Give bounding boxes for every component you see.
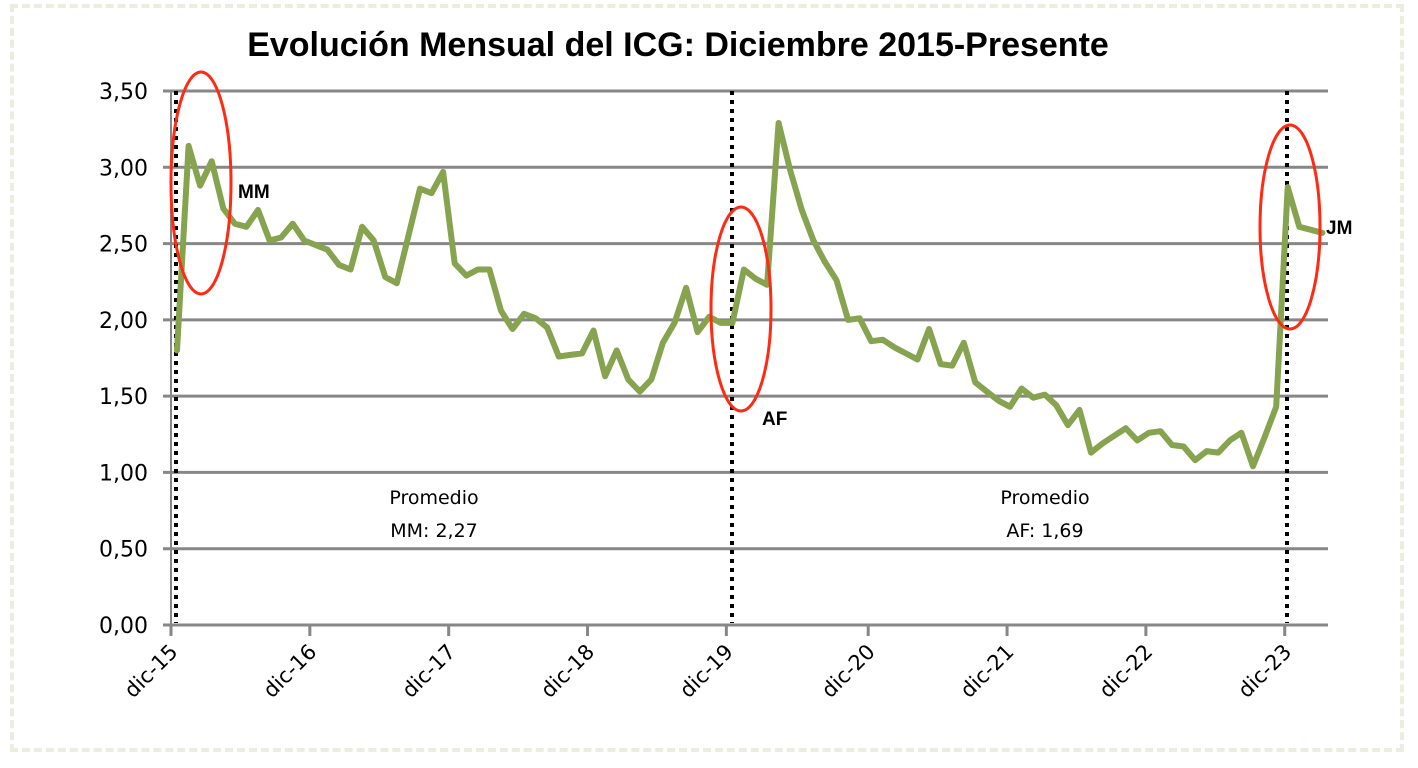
series-group <box>174 120 1326 470</box>
y-axis-ticks: 0,00 0,50 1,00 1,50 2,00 2,50 3,00 3,50 <box>99 80 148 639</box>
x-tick-label: dic-20 <box>817 640 880 703</box>
x-tick-label: dic-18 <box>536 640 599 703</box>
y-tick-label: 0,00 <box>99 614 148 639</box>
annotation-af: AF <box>762 409 787 430</box>
highlight-ellipse-mm <box>169 70 233 296</box>
average-af-value: AF: 1,69 <box>1006 520 1083 542</box>
average-mm-value: MM: 2,27 <box>390 520 478 542</box>
y-tick-label: 0,50 <box>99 538 148 563</box>
y-tick-label: 2,50 <box>99 233 148 258</box>
highlight-ellipse-jm <box>1258 123 1322 331</box>
x-tick-label: dic-15 <box>120 640 183 703</box>
x-tick-label: dic-21 <box>956 640 1019 703</box>
gridlines <box>163 89 1328 627</box>
annotation-jm: JM <box>1326 218 1352 239</box>
y-tick-label: 1,50 <box>99 385 148 410</box>
average-mm-label: Promedio <box>389 487 478 509</box>
x-tick-label: dic-17 <box>397 640 460 703</box>
x-tick-label: dic-16 <box>258 640 321 703</box>
x-axis: dic-15 dic-16 dic-17 dic-18 dic-19 dic-20 dic-… <box>120 625 1296 703</box>
y-tick-label: 3,50 <box>99 80 148 105</box>
x-tick-label: dic-19 <box>675 640 738 703</box>
x-tick-label: dic-22 <box>1094 640 1157 703</box>
period-markers <box>174 91 1289 623</box>
y-tick-label: 1,00 <box>99 461 148 486</box>
x-tick-label: dic-23 <box>1233 640 1296 703</box>
average-af-label: Promedio <box>1000 487 1089 509</box>
highlight-ellipses <box>169 70 1322 413</box>
y-tick-label: 3,00 <box>99 156 148 181</box>
highlight-ellipse-af <box>709 205 773 413</box>
chart-title: Evolución Mensual del ICG: Diciembre 201… <box>247 26 1109 64</box>
series-line-icg <box>174 120 1326 470</box>
chart-frame <box>10 4 1404 752</box>
y-tick-label: 2,00 <box>99 309 148 334</box>
annotation-mm: MM <box>238 182 270 203</box>
